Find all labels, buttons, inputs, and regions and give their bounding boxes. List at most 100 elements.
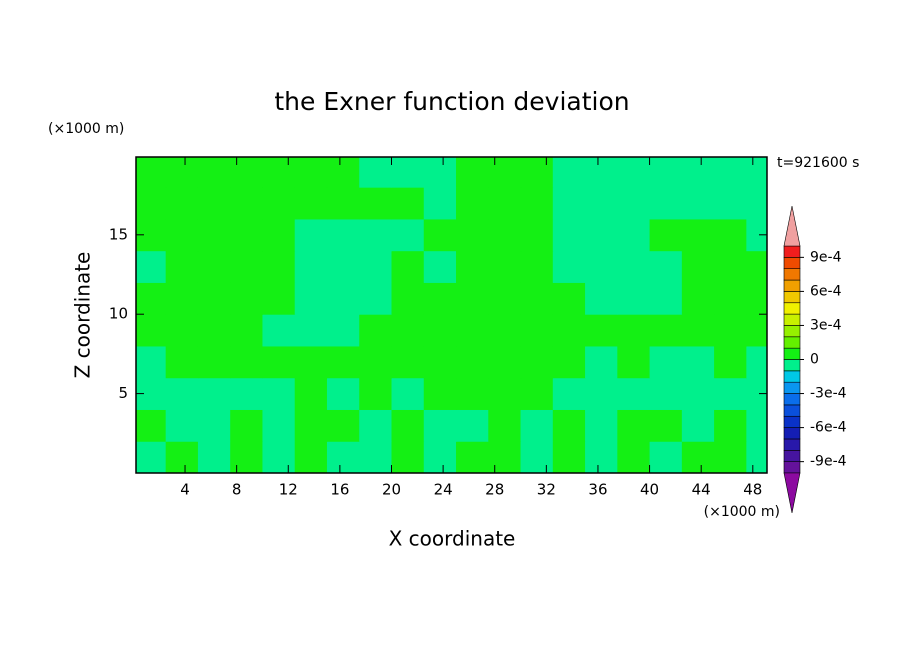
field-cell [294, 441, 328, 473]
field-cell [488, 409, 522, 442]
field-cell [552, 314, 586, 347]
field-cell [456, 314, 489, 347]
x-tick-label: 40 [640, 481, 659, 499]
field-cell [165, 157, 199, 188]
colorbar-box [783, 381, 801, 394]
field-cell [423, 187, 457, 220]
field-cell [681, 377, 715, 410]
field-cell [746, 409, 767, 442]
time-label: t=921600 s [777, 155, 859, 171]
x-tick-label: 24 [434, 481, 453, 499]
field-cell [585, 345, 618, 379]
colorbar-box [783, 268, 801, 281]
field-cell [326, 441, 360, 473]
field-cell [746, 157, 767, 188]
x-tick-label: 32 [537, 481, 556, 499]
field-cell [714, 314, 747, 347]
colorbar-tick-label: -9e-4 [810, 454, 847, 470]
field-cell [520, 409, 554, 442]
field-cell [552, 187, 586, 220]
field-cell [552, 250, 586, 283]
field-cell [391, 250, 425, 283]
field-cell [681, 282, 715, 315]
field-cell [520, 282, 554, 315]
field-cell [746, 218, 767, 252]
field-cell [197, 187, 231, 220]
field-cell [391, 282, 425, 315]
field-cell [681, 314, 715, 347]
colorbar-tick-label: 9e-4 [810, 249, 842, 265]
colorbar-box [783, 302, 801, 315]
field-cell [520, 377, 554, 410]
field-cell [326, 282, 360, 315]
field-cell [391, 218, 425, 252]
plot-frame [135, 156, 768, 474]
field-cell [136, 409, 167, 442]
field-cell [294, 157, 328, 188]
field-cell [423, 250, 457, 283]
field-cell [230, 409, 263, 442]
field-cell [617, 157, 651, 188]
field-cell [262, 314, 296, 347]
field-cell [456, 187, 489, 220]
field-cell [165, 282, 199, 315]
field-cell [165, 345, 199, 379]
field-cell [326, 187, 360, 220]
field-cell [391, 441, 425, 473]
field-cell [230, 282, 263, 315]
field-cell [456, 250, 489, 283]
field-cell [585, 218, 618, 252]
x-tick-label: 12 [279, 481, 298, 499]
field-cell [326, 409, 360, 442]
y-unit: (×1000 m) [48, 121, 124, 137]
y-tick-label: 5 [118, 384, 128, 402]
colorbar-over [783, 205, 801, 247]
field-cell [714, 218, 747, 252]
chart-title: the Exner function deviation [274, 87, 629, 116]
field-cell [585, 187, 618, 220]
field-cell [585, 441, 618, 473]
field-cell [488, 282, 522, 315]
field-cell [617, 187, 651, 220]
field-cell [197, 441, 231, 473]
colorbar-tick-label: -3e-4 [810, 386, 847, 402]
field-cell [456, 282, 489, 315]
field-cell [391, 345, 425, 379]
field-cell [262, 187, 296, 220]
field-cell [136, 441, 167, 473]
field-cell [197, 157, 231, 188]
field-cell [423, 377, 457, 410]
field-cell [294, 187, 328, 220]
field-cell [681, 441, 715, 473]
field-cell [197, 409, 231, 442]
field-cell [552, 157, 586, 188]
colorbar-box [783, 438, 801, 451]
field-cell [681, 187, 715, 220]
field-cell [746, 345, 767, 379]
field-cell [262, 218, 296, 252]
field-cell [294, 377, 328, 410]
field-cell [649, 377, 683, 410]
field-cell [391, 409, 425, 442]
field-cell [197, 282, 231, 315]
y-tick-label: 15 [109, 225, 128, 243]
x-tick-label: 28 [485, 481, 504, 499]
field-cell [488, 441, 522, 473]
field-cell [585, 314, 618, 347]
field-cell [456, 157, 489, 188]
field-cell [136, 282, 167, 315]
colorbar-box [783, 313, 801, 326]
field-cell [197, 250, 231, 283]
field-cell [359, 441, 392, 473]
field-cell [617, 441, 651, 473]
field-cell [136, 187, 167, 220]
field-cell [714, 187, 747, 220]
field-cell [488, 218, 522, 252]
colorbar-box [783, 415, 801, 428]
field-cell [488, 187, 522, 220]
colorbar-box [783, 359, 801, 372]
field-cell [649, 250, 683, 283]
field-cell [359, 409, 392, 442]
field-cell [520, 250, 554, 283]
field-cell [520, 345, 554, 379]
